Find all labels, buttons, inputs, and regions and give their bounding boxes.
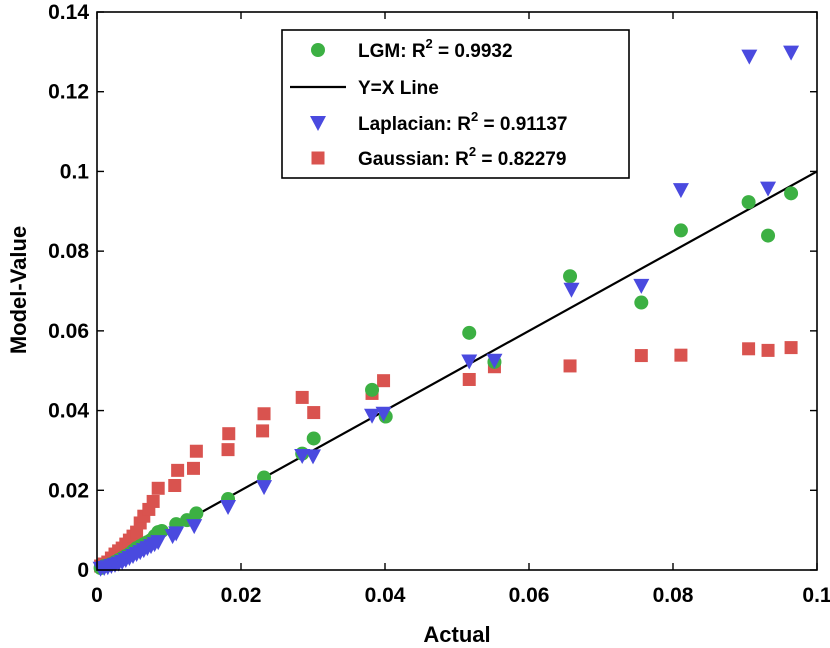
legend-box <box>281 29 630 179</box>
laplacian-point <box>150 535 167 551</box>
legend-label-text: Gaussian: R <box>358 149 469 170</box>
legend-superscript: 2 <box>469 144 476 159</box>
x-tick-label: 0.02 <box>221 584 262 607</box>
x-axis-title: Actual <box>423 622 490 647</box>
x-tick-label: 0.1 <box>802 584 830 607</box>
laplacian-point <box>375 406 392 422</box>
gaussian-point <box>563 359 577 373</box>
legend-r-squared: = 0.82279 <box>476 149 566 170</box>
y-tick-label: 0.14 <box>48 1 89 24</box>
laplacian-point <box>186 519 203 535</box>
y-tick-label: 0 <box>77 559 89 582</box>
legend-r-squared: = 0.9932 <box>433 41 513 62</box>
legend-r-squared: = 0.91137 <box>478 114 567 135</box>
y-tick-label: 0.12 <box>48 81 89 104</box>
y-tick-label: 0.04 <box>48 400 89 423</box>
gaussian-point <box>256 424 270 438</box>
laplacian-point <box>168 526 185 542</box>
lgm-point <box>154 523 169 538</box>
legend-label-laplacian: Laplacian: R2 = 0.91137 <box>358 109 568 135</box>
x-tick-label: 0 <box>91 584 103 607</box>
gaussian-point <box>761 343 775 357</box>
legend-label-text: Laplacian: R <box>358 114 471 135</box>
laplacian-point <box>633 278 650 294</box>
laplacian-point <box>364 408 381 424</box>
y-tick-label: 0.02 <box>48 479 89 502</box>
legend-label-gaussian: Gaussian: R2 = 0.82279 <box>358 144 566 170</box>
gaussian-point <box>186 461 200 475</box>
lgm-point <box>563 269 578 284</box>
gaussian-point <box>146 494 160 508</box>
gaussian-point <box>674 348 688 362</box>
legend-label-text: LGM: R <box>358 41 426 62</box>
legend-marker-laplacian <box>310 116 326 131</box>
lgm-point <box>365 382 380 397</box>
gaussian-point <box>189 444 203 458</box>
legend-marker-lgm <box>311 43 325 57</box>
x-tick-label: 0.04 <box>365 584 406 607</box>
gaussian-point <box>168 479 182 493</box>
laplacian-point <box>783 45 800 61</box>
lgm-point <box>306 431 321 446</box>
series-lgm <box>93 186 799 576</box>
gaussian-point <box>307 406 321 420</box>
gaussian-point <box>151 481 165 495</box>
x-tick-label: 0.08 <box>653 584 694 607</box>
lgm-point <box>784 186 799 201</box>
lgm-point <box>189 506 204 521</box>
gaussian-point <box>634 349 648 363</box>
lgm-point <box>761 228 776 243</box>
laplacian-point <box>220 500 237 516</box>
gaussian-point <box>221 443 235 457</box>
y-tick-label: 0.1 <box>60 160 90 183</box>
legend-label-lgm: LGM: R2 = 0.9932 <box>358 36 513 62</box>
laplacian-point <box>563 282 580 298</box>
laplacian-point <box>760 181 777 197</box>
laplacian-point <box>256 480 273 496</box>
y-equals-x-line <box>96 170 818 571</box>
legend-superscript: 2 <box>471 109 478 124</box>
lgm-point <box>741 195 756 210</box>
gaussian-point <box>742 342 756 356</box>
y-tick-label: 0.06 <box>48 320 89 343</box>
gaussian-point <box>784 341 798 355</box>
gaussian-point <box>377 374 391 388</box>
laplacian-point <box>294 449 311 465</box>
lgm-point <box>634 295 649 310</box>
y-tick-label: 0.08 <box>48 240 89 263</box>
lgm-point <box>462 325 477 340</box>
gaussian-point <box>295 390 309 404</box>
legend-superscript: 2 <box>426 36 433 51</box>
gaussian-point <box>257 407 271 421</box>
series-laplacian <box>92 45 800 577</box>
gaussian-point <box>462 372 476 386</box>
gaussian-point <box>222 427 236 441</box>
plot-frame <box>96 11 818 571</box>
legend-marker-gaussian <box>311 151 325 165</box>
laplacian-point <box>305 449 321 465</box>
y-axis-title: Model-Value <box>6 226 31 354</box>
x-tick-label: 0.06 <box>509 584 550 607</box>
legend-label-yx: Y=X Line <box>358 78 439 99</box>
lgm-point <box>673 223 688 238</box>
laplacian-point <box>741 49 758 65</box>
laplacian-point <box>461 354 478 370</box>
laplacian-point <box>486 353 503 369</box>
gaussian-point <box>171 463 185 477</box>
laplacian-point <box>672 183 689 199</box>
